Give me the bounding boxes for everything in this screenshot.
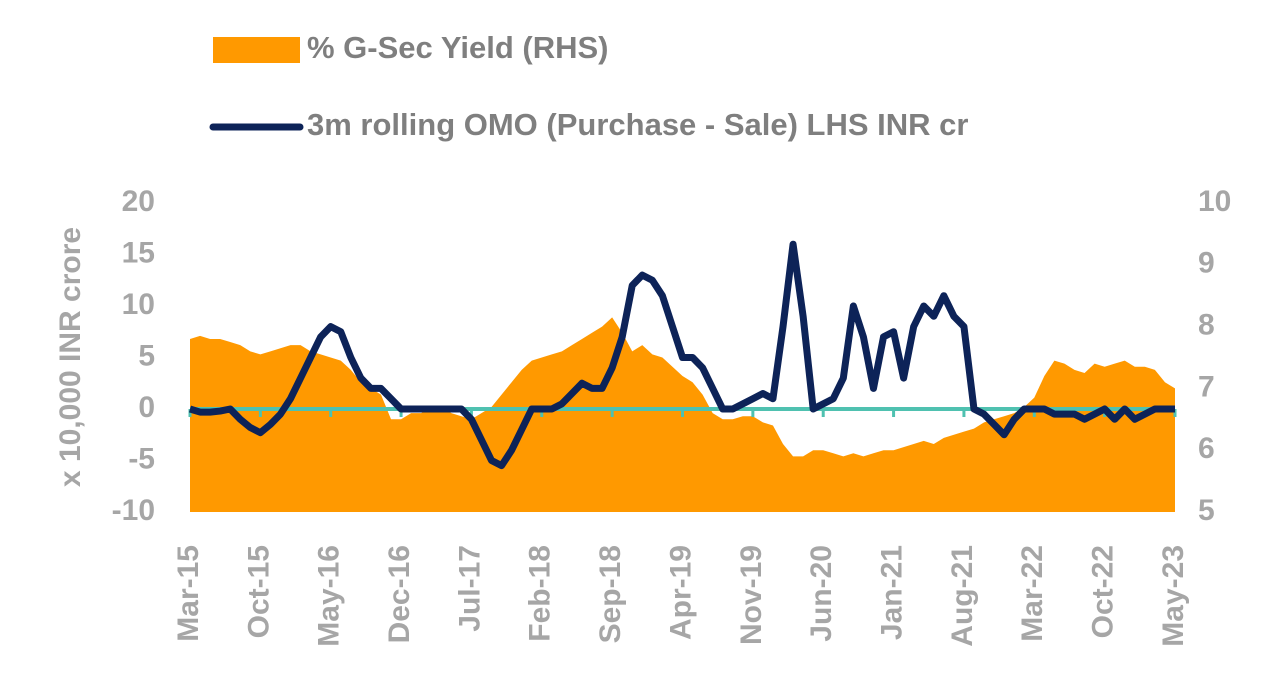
y-tick-label: 15 xyxy=(122,236,155,269)
legend-swatch xyxy=(213,37,300,63)
y-tick-label: 10 xyxy=(122,288,155,321)
y-axis-title: x 10,000 INR crore xyxy=(54,227,87,487)
x-tick-label: Sep-18 xyxy=(594,545,627,643)
x-tick-label: Apr-19 xyxy=(664,545,697,640)
y2-tick-label: 6 xyxy=(1198,432,1215,465)
x-tick-label: Mar-15 xyxy=(172,545,205,642)
x-tick-label: Jul-17 xyxy=(453,545,486,632)
y-tick-label: -5 xyxy=(128,442,155,475)
line xyxy=(188,240,1175,470)
x-tick-label: Feb-18 xyxy=(524,545,557,642)
x-tick-label: Jan-21 xyxy=(875,545,908,640)
x-tick-label: Mar-22 xyxy=(1016,545,1049,642)
y-tick-label: 20 xyxy=(122,185,155,218)
x-tick-label: Jun-20 xyxy=(805,545,838,642)
x-tick-label: Aug-21 xyxy=(946,545,979,647)
x-tick-label: Dec-16 xyxy=(383,545,416,643)
x-tick-label: Oct-15 xyxy=(242,545,275,638)
x-tick-label: May-23 xyxy=(1157,545,1190,647)
x-tick-label: May-16 xyxy=(313,545,346,647)
legend-label: 3m rolling OMO (Purchase - Sale) LHS INR… xyxy=(307,107,968,142)
y2-tick-label: 5 xyxy=(1198,494,1215,527)
y2-tick-label: 10 xyxy=(1198,185,1231,218)
y2-tick-label: 9 xyxy=(1198,247,1215,280)
y2-tick-label: 7 xyxy=(1198,370,1215,403)
x-tick-label: Oct-22 xyxy=(1087,545,1120,638)
y-tick-label: 5 xyxy=(138,339,155,372)
y2-tick-label: 8 xyxy=(1198,309,1215,342)
legend-label: % G-Sec Yield (RHS) xyxy=(307,30,608,65)
x-tick-label: Nov-19 xyxy=(735,545,768,645)
y-tick-label: 0 xyxy=(138,391,155,424)
y-tick-label: -10 xyxy=(112,494,155,527)
